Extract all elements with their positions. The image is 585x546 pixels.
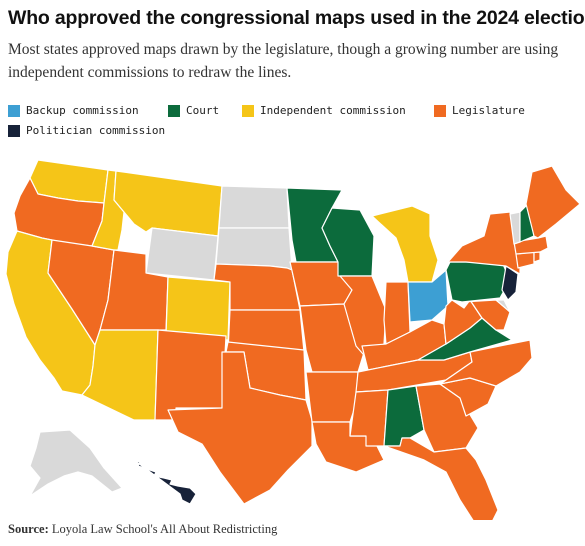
- state-wy: [145, 227, 219, 281]
- source-label: Source:: [8, 522, 49, 536]
- page-title: Who approved the congressional maps used…: [8, 7, 585, 29]
- page-subtitle: Most states approved maps drawn by the l…: [8, 41, 559, 81]
- state-nm: [154, 329, 227, 421]
- state-co: [165, 276, 231, 341]
- state-sd: [215, 227, 293, 271]
- state-ar: [305, 371, 359, 423]
- source-note: Source: Loyola Law School's All About Re…: [8, 522, 277, 537]
- state-tx: [167, 351, 313, 505]
- state-ne: [213, 263, 301, 311]
- state-me: [525, 165, 581, 239]
- state-mi: [371, 205, 439, 283]
- state-ak: [29, 429, 123, 497]
- state-mt: [113, 170, 223, 237]
- legend-label: Court: [186, 104, 220, 117]
- legend-swatch: [168, 104, 180, 117]
- legend-label: Legislature: [452, 104, 525, 117]
- us-map: [5, 159, 581, 520]
- legend-item-independent-commission: Independent commission: [242, 104, 406, 117]
- legend-item-backup-commission: Backup commission: [8, 104, 139, 117]
- state-ct: [515, 251, 535, 269]
- state-nd: [218, 185, 290, 229]
- state-fl: [383, 437, 499, 520]
- state-hi: [133, 459, 197, 505]
- state-nc: [439, 339, 533, 387]
- legend-swatch: [242, 104, 254, 117]
- legend-swatch: [8, 104, 20, 117]
- state-wi: [321, 207, 375, 277]
- state-de: [495, 299, 511, 313]
- legend-label: Backup commission: [26, 104, 139, 117]
- source-text: Loyola Law School's All About Redistrict…: [51, 522, 278, 536]
- legend-swatch: [8, 124, 20, 137]
- legend-item-legislature: Legislature: [434, 104, 525, 117]
- state-nj: [501, 265, 519, 301]
- legend-swatch: [434, 104, 446, 117]
- legend-item-politician-commission: Politician commission: [8, 124, 165, 137]
- state-la: [311, 421, 385, 473]
- state-ri: [533, 251, 541, 263]
- legend-item-court: Court: [168, 104, 219, 117]
- legend-label: Politician commission: [26, 124, 166, 137]
- legend-label: Independent commission: [260, 104, 406, 117]
- state-pa: [445, 261, 511, 303]
